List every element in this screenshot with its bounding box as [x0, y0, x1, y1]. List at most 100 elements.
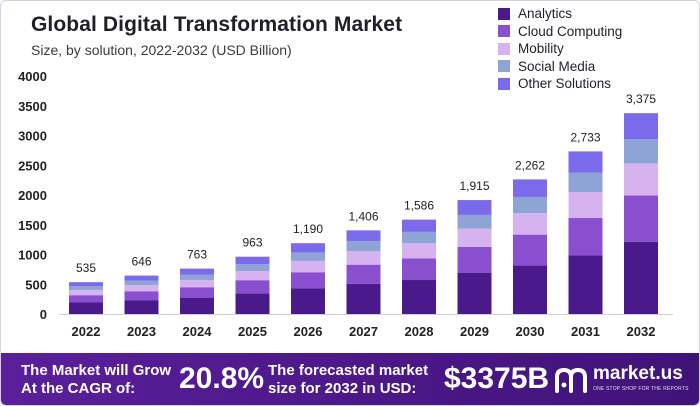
- bar-total-label: 1,586: [404, 199, 434, 213]
- chart-subtitle: Size, by solution, 2022-2032 (USD Billio…: [31, 42, 292, 58]
- bar-segment-mobility: [568, 192, 603, 219]
- forecast-value: $3375B: [444, 362, 550, 395]
- bar-segment-analytics: [180, 297, 214, 314]
- brand-name: market.us: [593, 363, 683, 384]
- bar-total-label: 2,262: [515, 158, 545, 172]
- market-us-logo-icon: [555, 367, 587, 393]
- bar-total-label: 535: [76, 261, 96, 275]
- bar-segment-other-solutions: [235, 256, 270, 265]
- legend-label-other-solutions: Other Solutions: [518, 76, 612, 92]
- cagr-label: The Market will Grow At the CAGR of:: [21, 362, 171, 398]
- legend-item-other-solutions: Other Solutions: [498, 75, 622, 93]
- x-tick-label: 2024: [183, 324, 213, 339]
- bar-segment-other-solutions: [457, 200, 492, 215]
- bar-total-label: 646: [131, 255, 151, 269]
- bar-segment-other-solutions: [180, 268, 214, 275]
- x-tick-label: 2026: [294, 324, 323, 339]
- bar-segment-other-solutions: [346, 230, 381, 242]
- bar-segment-cloud-computing: [69, 295, 103, 303]
- bar-total-label: 3,375: [626, 92, 656, 106]
- bar-segment-analytics: [124, 300, 159, 314]
- bar-segment-analytics: [624, 241, 658, 314]
- legend-swatch-mobility: [498, 42, 510, 55]
- bar-segment-social-media: [346, 241, 381, 252]
- bar-segment-other-solutions: [69, 282, 103, 287]
- legend-item-mobility: Mobility: [498, 40, 622, 58]
- cagr-label-line1: The Market will Grow: [21, 362, 172, 379]
- legend-label-cloud-computing: Cloud Computing: [518, 23, 623, 39]
- bar-segment-other-solutions: [124, 275, 159, 281]
- bar-segment-cloud-computing: [124, 291, 159, 301]
- bar-segment-cloud-computing: [624, 195, 658, 242]
- bar-segment-cloud-computing: [568, 218, 603, 256]
- legend-item-cloud-computing: Cloud Computing: [498, 23, 622, 41]
- bar-segment-cloud-computing: [180, 287, 214, 298]
- bar-segment-social-media: [624, 139, 658, 164]
- bar-segment-cloud-computing: [235, 280, 270, 294]
- bar-segment-analytics: [568, 255, 603, 314]
- bar-segment-other-solutions: [624, 113, 658, 140]
- stacked-bar-chart: 0 500 1000 1500 2000 2500 3000 3500 4000 535 2022 6…: [18, 69, 673, 339]
- x-tick-label: 2029: [460, 324, 489, 339]
- bar-segment-mobility: [180, 279, 214, 288]
- forecast-label: The forecasted market size for 2032 in U…: [268, 362, 428, 398]
- y-tick-label: 500: [25, 277, 47, 292]
- bar-segment-social-media: [124, 280, 159, 286]
- legend-swatch-analytics: [498, 7, 510, 20]
- legend-label-mobility: Mobility: [518, 41, 564, 57]
- bar-segment-mobility: [457, 228, 492, 247]
- bar-segment-social-media: [457, 214, 492, 229]
- footer-banner: The Market will Grow At the CAGR of: 20.…: [1, 353, 699, 405]
- bar-segment-analytics: [402, 280, 436, 314]
- bar-segment-social-media: [402, 231, 436, 244]
- y-tick-label: 1500: [18, 218, 47, 233]
- x-tick-label: 2028: [405, 324, 434, 339]
- cagr-value: 20.8%: [179, 362, 265, 395]
- legend-label-analytics: Analytics: [518, 6, 573, 22]
- y-tick-label: 3000: [18, 129, 47, 144]
- bar-segment-mobility: [291, 260, 325, 273]
- bar-segment-social-media: [513, 196, 547, 214]
- legend-swatch-other-solutions: [498, 77, 510, 90]
- bar-total-label: 1,406: [348, 209, 378, 223]
- legend-item-social-media: Social Media: [498, 58, 622, 76]
- bar-segment-mobility: [235, 271, 270, 281]
- bar-segment-social-media: [235, 264, 270, 272]
- bar-segment-other-solutions: [568, 151, 603, 173]
- y-tick-label: 1000: [18, 248, 47, 263]
- forecast-label-line2: size for 2032 in USD:: [268, 380, 417, 397]
- bar-total-label: 763: [187, 248, 207, 262]
- x-tick-label: 2031: [571, 324, 600, 339]
- bar-segment-mobility: [69, 290, 103, 296]
- bar-segment-cloud-computing: [291, 272, 325, 289]
- y-tick-label: 2000: [18, 188, 47, 203]
- bar-segment-other-solutions: [513, 179, 547, 197]
- bar-segment-cloud-computing: [457, 246, 492, 274]
- legend: Analytics Cloud Computing Mobility Socia…: [498, 5, 622, 93]
- y-tick-label: 3500: [18, 99, 47, 114]
- bar-total-label: 1,190: [293, 222, 323, 236]
- bar-segment-social-media: [291, 252, 325, 261]
- bar-segment-cloud-computing: [513, 234, 547, 266]
- bar-total-label: 1,915: [459, 179, 489, 193]
- bar-segment-analytics: [69, 302, 103, 314]
- bar-segment-social-media: [69, 286, 103, 291]
- x-tick-label: 2022: [72, 324, 101, 339]
- bar-total-label: 963: [242, 236, 262, 250]
- x-tick-label: 2030: [516, 324, 545, 339]
- bar-segment-cloud-computing: [402, 258, 436, 281]
- forecast-label-line1: The forecasted market: [268, 362, 429, 379]
- brand-tagline: ONE STOP SHOP FOR THE REPORTS: [593, 386, 689, 392]
- bar-segment-mobility: [402, 243, 436, 259]
- y-tick-label: 0: [40, 307, 47, 322]
- bar-segment-analytics: [235, 293, 270, 314]
- bar-segment-social-media: [568, 172, 603, 193]
- x-tick-label: 2032: [627, 324, 656, 339]
- bar-total-label: 2,733: [570, 130, 600, 144]
- legend-swatch-social-media: [498, 60, 510, 73]
- bar-segment-social-media: [180, 274, 214, 280]
- x-tick-label: 2023: [127, 324, 156, 339]
- x-tick-label: 2025: [238, 324, 267, 339]
- cagr-label-line2: At the CAGR of:: [21, 380, 136, 397]
